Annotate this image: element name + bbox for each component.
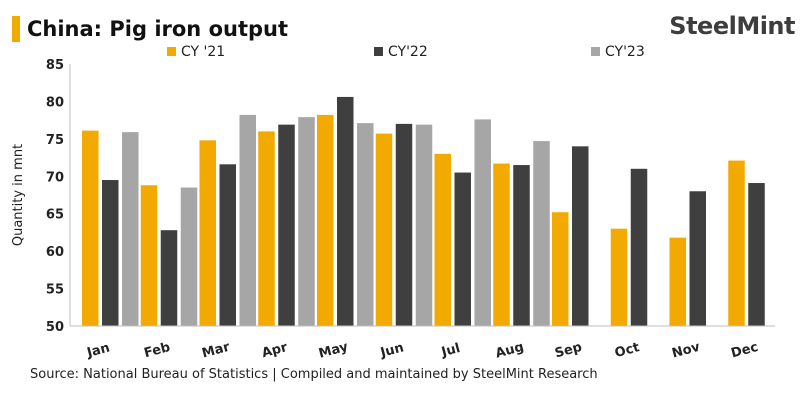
x-tick-label: Nov — [670, 340, 702, 362]
x-tick-label: Jan — [85, 340, 112, 361]
bar-feb-series-1 — [140, 185, 158, 326]
brand-logo: SteelMint — [669, 12, 795, 40]
bar-feb-series-2 — [160, 230, 178, 326]
bar-mar-series-2 — [219, 164, 236, 326]
y-tick-label: 55 — [46, 283, 64, 298]
x-tick-label: Apr — [260, 340, 289, 361]
y-tick-label: 60 — [46, 245, 64, 260]
legend-label-2: CY'22 — [388, 44, 428, 60]
bar-jul-series-3 — [474, 119, 491, 326]
bar-mar-series-1 — [199, 140, 216, 326]
bar-jun-series-3 — [415, 124, 433, 327]
bar-jan-series-3 — [122, 132, 139, 326]
bars-group — [82, 96, 765, 327]
x-tick-label: Mar — [200, 340, 232, 362]
x-tick-label: Feb — [142, 340, 171, 361]
bar-mar-series-3 — [239, 114, 256, 326]
chart-area: CY '21 CY'22 CY'23 50 55 60 65 70 75 80 85 Quantit… — [11, 44, 775, 362]
y-axis-title: Quantity in mnt — [11, 144, 26, 246]
x-tick-label: Oct — [613, 340, 641, 361]
source-note: Source: National Bureau of Statistics | … — [30, 367, 598, 382]
bar-may-series-1 — [317, 114, 334, 326]
chart-title-block: China: Pig iron output — [12, 16, 288, 42]
x-tick-label: Jul — [439, 341, 462, 361]
x-axis: Jan Feb Mar Apr May Jun Jul Aug Sep Oct Nov Dec — [70, 325, 775, 362]
bar-aug-series-3 — [533, 141, 550, 326]
y-tick-label: 75 — [46, 133, 64, 148]
x-tick-label: Jun — [378, 340, 405, 361]
bar-dec-series-2 — [748, 183, 765, 326]
chart-legend: CY '21 CY'22 CY'23 — [167, 44, 645, 60]
legend-swatch-2 — [374, 47, 383, 56]
legend-label-3: CY'23 — [605, 44, 645, 60]
x-tick-label: Dec — [730, 340, 760, 362]
bar-dec-series-1 — [728, 160, 745, 326]
bar-sep-series-1 — [552, 212, 569, 326]
bar-jun-series-2 — [395, 123, 413, 326]
y-tick-label: 50 — [46, 320, 64, 335]
bar-jan-series-1 — [82, 130, 99, 326]
bar-jun-series-1 — [375, 133, 393, 326]
legend-swatch-3 — [591, 47, 600, 56]
y-axis: 50 55 60 65 70 75 80 85 Quantity in mnt — [11, 58, 71, 335]
y-tick-label: 85 — [46, 58, 64, 73]
bar-jul-series-2 — [454, 172, 471, 326]
bar-jul-series-1 — [434, 153, 451, 326]
brand-logo-text: SteelMint — [669, 12, 795, 40]
bar-oct-series-1 — [610, 228, 628, 326]
title-accent-bar — [12, 16, 20, 42]
bar-apr-series-3 — [298, 117, 315, 326]
bar-nov-series-1 — [669, 237, 686, 326]
legend-label-1: CY '21 — [181, 44, 225, 60]
x-tick-label: May — [317, 339, 350, 361]
legend-swatch-1 — [167, 47, 176, 56]
bar-may-series-3 — [357, 123, 374, 326]
x-tick-label: Sep — [553, 340, 583, 362]
bar-oct-series-2 — [630, 168, 648, 326]
y-tick-label: 80 — [46, 95, 64, 110]
bar-sep-series-2 — [572, 146, 589, 326]
bar-jan-series-2 — [102, 180, 119, 326]
y-tick-label: 70 — [46, 170, 64, 185]
chart-title: China: Pig iron output — [27, 17, 289, 41]
bar-nov-series-2 — [689, 191, 706, 326]
bar-apr-series-1 — [258, 131, 275, 326]
x-tick-label: Aug — [494, 340, 526, 362]
bar-aug-series-1 — [493, 163, 510, 326]
bar-apr-series-2 — [278, 124, 295, 327]
y-tick-label: 65 — [46, 208, 64, 223]
bar-may-series-2 — [337, 96, 354, 327]
bar-feb-series-3 — [180, 187, 198, 326]
bar-aug-series-2 — [513, 165, 530, 326]
